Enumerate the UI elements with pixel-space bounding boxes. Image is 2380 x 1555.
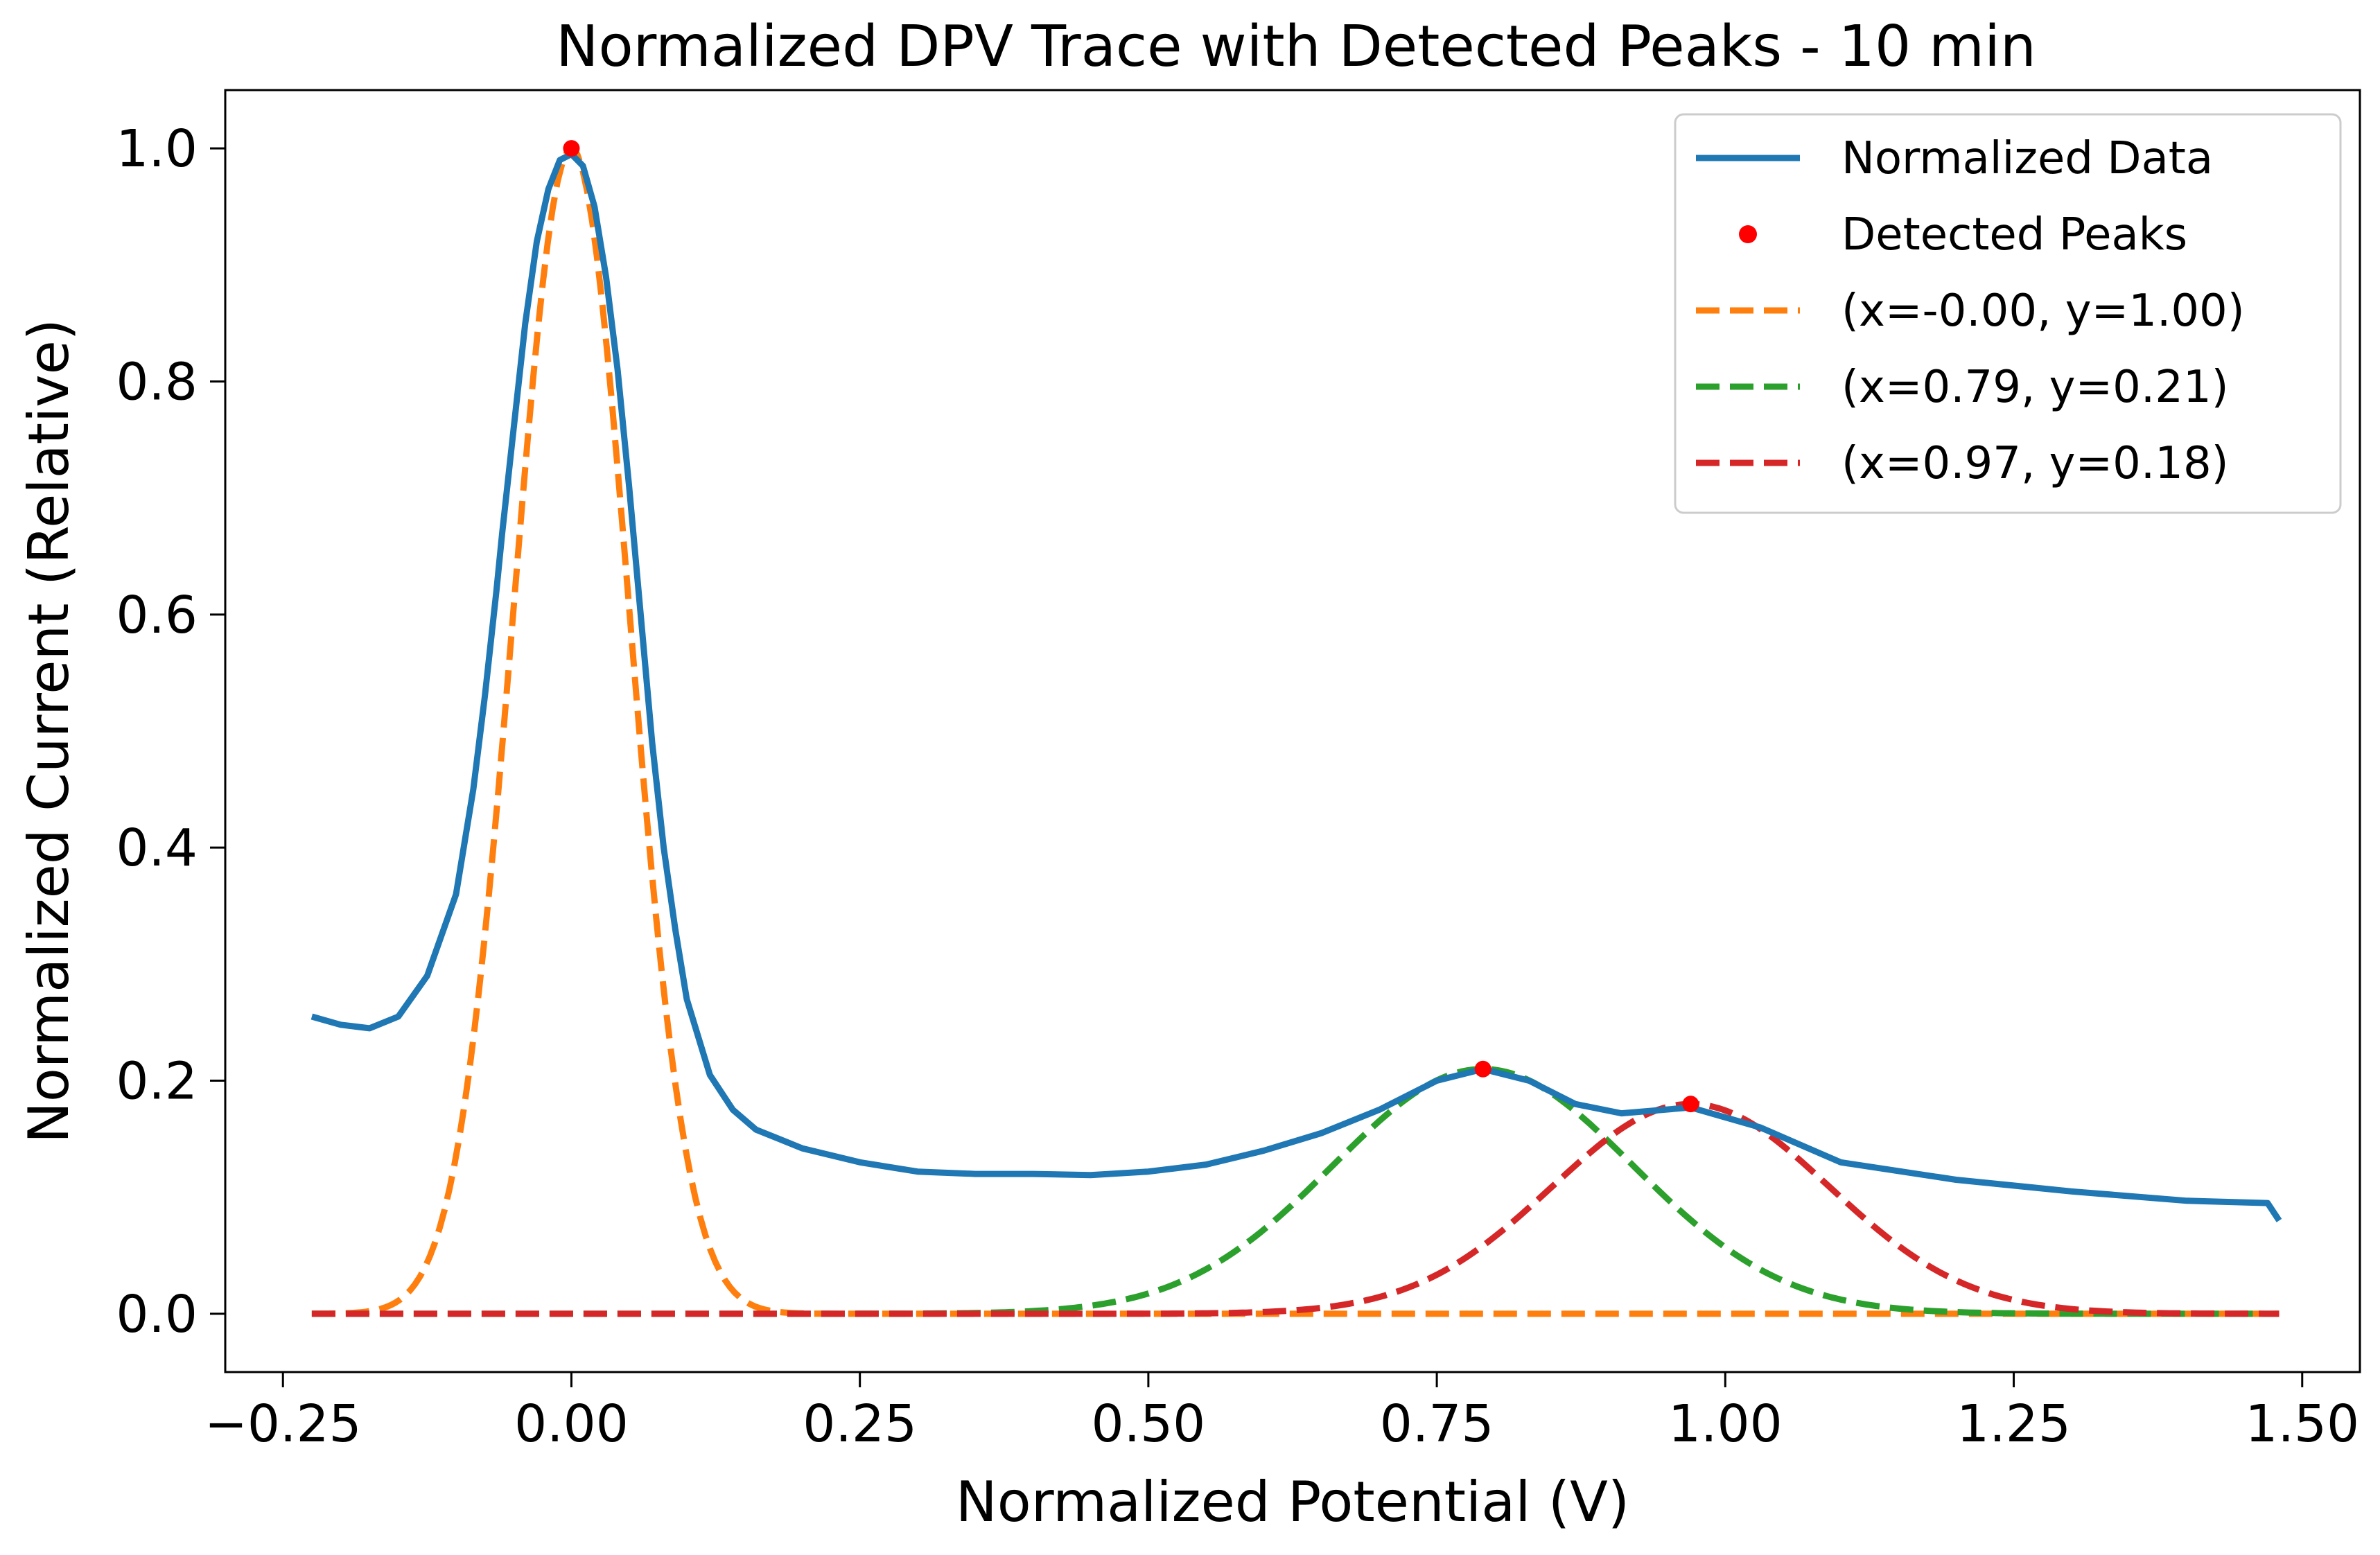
- y-tick-label: 0.6: [116, 586, 198, 645]
- chart-title: Normalized DPV Trace with Detected Peaks…: [556, 14, 2036, 80]
- series-line-fit-4: [311, 1100, 2280, 1317]
- x-tick-label: 1.25: [1957, 1394, 2071, 1454]
- x-tick-label: −0.25: [204, 1394, 362, 1454]
- peak-point: [1474, 1060, 1491, 1078]
- peak-point: [563, 140, 580, 157]
- legend-label: Normalized Data: [1841, 133, 2213, 184]
- y-tick-label: 0.2: [116, 1052, 198, 1112]
- x-axis-label: Normalized Potential (V): [956, 1470, 1629, 1534]
- series-line-fit-2: [311, 145, 2280, 1317]
- y-axis-label: Normalized Current (Relative): [17, 319, 81, 1143]
- x-tick-label: 0.00: [514, 1394, 629, 1454]
- x-axis: −0.25 0.00 0.25 0.50 0.75 1.00 1.25 1.50: [204, 1372, 2359, 1454]
- y-axis: 0.0 0.2 0.4 0.6 0.8 1.0: [116, 119, 225, 1344]
- peak-markers: [563, 140, 1699, 1113]
- legend-label: Detected Peaks: [1841, 209, 2187, 261]
- x-tick-label: 0.75: [1380, 1394, 1494, 1454]
- y-tick-label: 0.8: [116, 352, 198, 412]
- legend-marker-detected-peaks: [1739, 225, 1757, 243]
- plot-frame: [224, 89, 2361, 1373]
- x-tick-label: 0.25: [803, 1394, 917, 1454]
- y-tick-label: 0.4: [116, 818, 198, 878]
- legend-label: (x=-0.00, y=1.00): [1841, 285, 2245, 337]
- y-tick-label: 1.0: [116, 119, 198, 179]
- series-line-normalized-data: [310, 151, 2282, 1222]
- y-tick-label: 0.0: [116, 1285, 198, 1344]
- x-tick-label: 1.50: [2245, 1394, 2359, 1454]
- legend-label: (x=0.79, y=0.21): [1841, 362, 2229, 413]
- x-tick-label: 1.00: [1668, 1394, 1783, 1454]
- x-tick-label: 0.50: [1092, 1394, 1206, 1454]
- legend: Normalized Data Detected Peaks (x=-0.00, y…: [1674, 113, 2342, 514]
- legend-box: [1674, 113, 2342, 514]
- legend-label: (x=0.97, y=0.18): [1841, 438, 2229, 489]
- peak-point: [1682, 1096, 1699, 1113]
- series-layer: [310, 145, 2282, 1317]
